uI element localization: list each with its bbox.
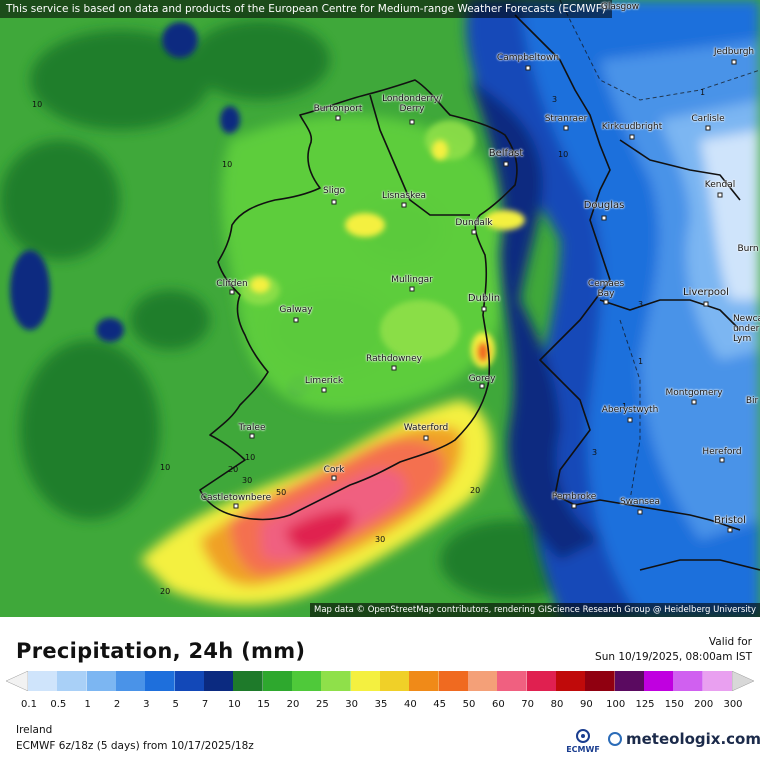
scale-color-cell [174, 671, 205, 691]
scale-tick-label: 2 [113, 699, 121, 710]
contour-label: 30 [242, 476, 253, 485]
scale-color-cell [233, 671, 264, 691]
scale-color-cell [380, 671, 410, 691]
scale-tick-label: 5 [172, 699, 179, 710]
scale-color-cell [86, 671, 117, 691]
contour-label: 10 [222, 160, 233, 169]
scale-color-cell [57, 671, 88, 691]
scale-color-cell [292, 671, 322, 691]
meteologix-icon [608, 732, 622, 746]
contour-label: 1 [700, 88, 706, 97]
contour-label: 50 [276, 488, 287, 497]
ecmwf-logo: ECMWF [562, 727, 604, 754]
scale-color-cell [409, 671, 440, 691]
scale-tick-label: 50 [462, 699, 476, 710]
contour-label: 1 [638, 357, 644, 366]
scale-tick-label: 20 [286, 699, 300, 710]
scale-color-cell [145, 671, 176, 691]
contour-label: 3 [592, 448, 598, 457]
scale-color-cell [497, 671, 528, 691]
valid-time: Sun 10/19/2025, 08:00am IST [595, 651, 752, 663]
scale-tick-label: 7 [201, 699, 209, 710]
contour-label: 10 [160, 463, 171, 472]
scale-tick-label: 150 [664, 699, 684, 710]
precipitation-map[interactable]: This service is based on data and produc… [0, 0, 760, 617]
contour-label: 3 [552, 95, 558, 104]
ecmwf-logo-icon [576, 729, 590, 743]
legend-panel: Precipitation, 24h (mm) Valid for Sun 10… [0, 617, 760, 760]
scale-color-cell [350, 671, 381, 691]
scale-color-cell [556, 671, 586, 691]
map-title: Precipitation, 24h (mm) [16, 639, 306, 663]
scale-color-cell [526, 671, 557, 691]
scale-tick-label: 3 [143, 699, 150, 710]
contour-label: 10 [245, 453, 256, 462]
meteologix-brand[interactable]: meteologix.com [626, 730, 760, 748]
scale-tick-label: 30 [345, 699, 359, 710]
scale-tick-label: 70 [521, 699, 535, 710]
scale-tick-label: 0.1 [21, 699, 37, 710]
scale-tick-label: 90 [579, 699, 593, 710]
map-attribution[interactable]: Map data © OpenStreetMap contributors, r… [310, 603, 760, 617]
scale-color-cell [702, 671, 733, 691]
scale-color-cell [614, 671, 645, 691]
scale-color-cell [673, 671, 704, 691]
scale-tick-label: 40 [403, 699, 417, 710]
map-layer [0, 0, 760, 617]
scale-tick-label: 10 [227, 699, 241, 710]
scale-tick-label: 45 [433, 699, 447, 710]
contour-label: 20 [228, 465, 239, 474]
contour-label: 1 [622, 402, 628, 411]
valid-time-box: Valid for Sun 10/19/2025, 08:00am IST [595, 635, 752, 665]
scale-color-cell [585, 671, 616, 691]
scale-color-cell [468, 671, 498, 691]
scale-tick-label: 125 [635, 699, 655, 710]
contour-label: 20 [470, 486, 481, 495]
scale-tick-label: 300 [723, 699, 743, 710]
scale-color-cell [116, 671, 146, 691]
scale-arrow-left [6, 671, 28, 691]
scale-color-cell [438, 671, 469, 691]
ecmwf-banner: This service is based on data and produc… [0, 0, 612, 18]
contour-label: 3 [638, 300, 644, 309]
scale-tick-label: 100 [606, 699, 626, 710]
scale-color-cell [644, 671, 674, 691]
scale-tick-label: 35 [374, 699, 388, 710]
scale-tick-label: 15 [257, 699, 271, 710]
scale-tick-label: 200 [694, 699, 714, 710]
contour-label: 30 [375, 535, 386, 544]
contour-label: 10 [32, 100, 43, 109]
scale-tick-label: 80 [550, 699, 564, 710]
scale-tick-label: 1 [84, 699, 91, 710]
scale-color-cell [204, 671, 234, 691]
scale-tick-label: 25 [315, 699, 329, 710]
model-run-label: ECMWF 6z/18z (5 days) from 10/17/2025/18… [16, 740, 254, 752]
contour-label: 20 [160, 587, 171, 596]
scale-color-cell [321, 671, 352, 691]
ecmwf-logo-text: ECMWF [566, 745, 600, 754]
contour-label: 10 [558, 150, 569, 159]
scale-tick-label: 60 [491, 699, 505, 710]
region-label: Ireland [16, 724, 53, 736]
scale-arrow-right [732, 671, 754, 691]
scale-color-cell [28, 671, 58, 691]
color-scale-bar [6, 671, 754, 691]
valid-label: Valid for [708, 636, 752, 648]
scale-color-cell [262, 671, 293, 691]
scale-tick-label: 0.5 [50, 699, 67, 710]
